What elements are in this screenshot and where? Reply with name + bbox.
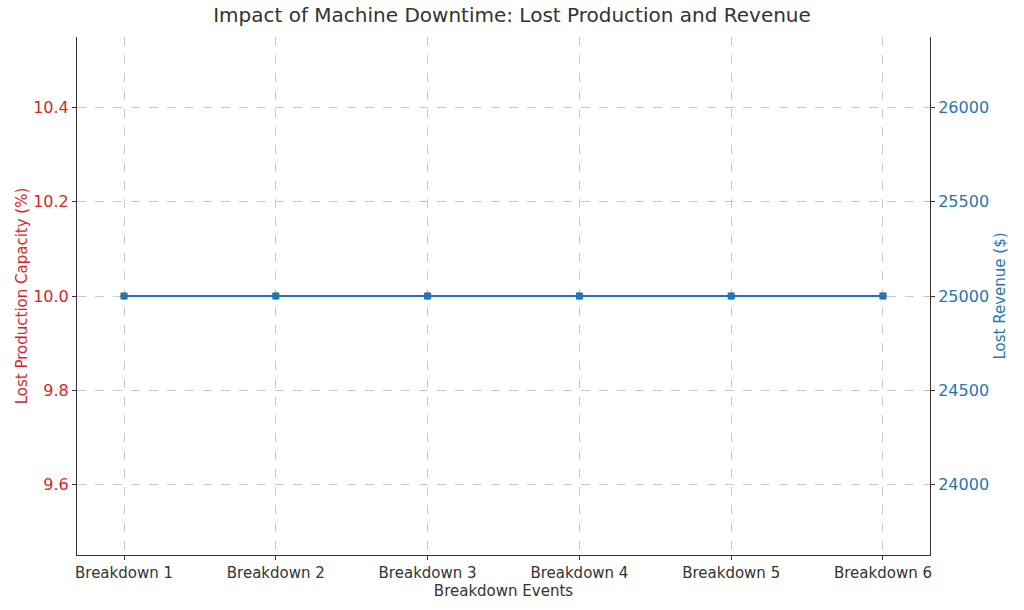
svg-text:26000: 26000	[938, 98, 989, 117]
svg-text:24500: 24500	[938, 381, 989, 400]
svg-text:Lost Production Capacity (%): Lost Production Capacity (%)	[13, 188, 31, 405]
svg-text:Breakdown 4: Breakdown 4	[530, 564, 628, 582]
svg-text:Impact of Machine Downtime: Lo: Impact of Machine Downtime: Lost Product…	[213, 3, 811, 27]
svg-text:9.6: 9.6	[43, 475, 68, 494]
svg-text:Breakdown 6: Breakdown 6	[834, 564, 932, 582]
svg-text:24000: 24000	[938, 475, 989, 494]
svg-text:Breakdown 5: Breakdown 5	[682, 564, 780, 582]
svg-text:9.8: 9.8	[43, 381, 68, 400]
svg-text:Breakdown Events: Breakdown Events	[434, 582, 573, 600]
svg-text:10.2: 10.2	[33, 192, 69, 211]
svg-text:Breakdown 1: Breakdown 1	[75, 564, 173, 582]
svg-text:25500: 25500	[938, 192, 989, 211]
svg-text:Breakdown 3: Breakdown 3	[379, 564, 477, 582]
svg-text:Lost Revenue ($): Lost Revenue ($)	[991, 232, 1009, 359]
svg-text:Breakdown 2: Breakdown 2	[227, 564, 325, 582]
svg-text:25000: 25000	[938, 287, 989, 306]
svg-text:10.0: 10.0	[33, 287, 69, 306]
svg-text:10.4: 10.4	[33, 98, 69, 117]
